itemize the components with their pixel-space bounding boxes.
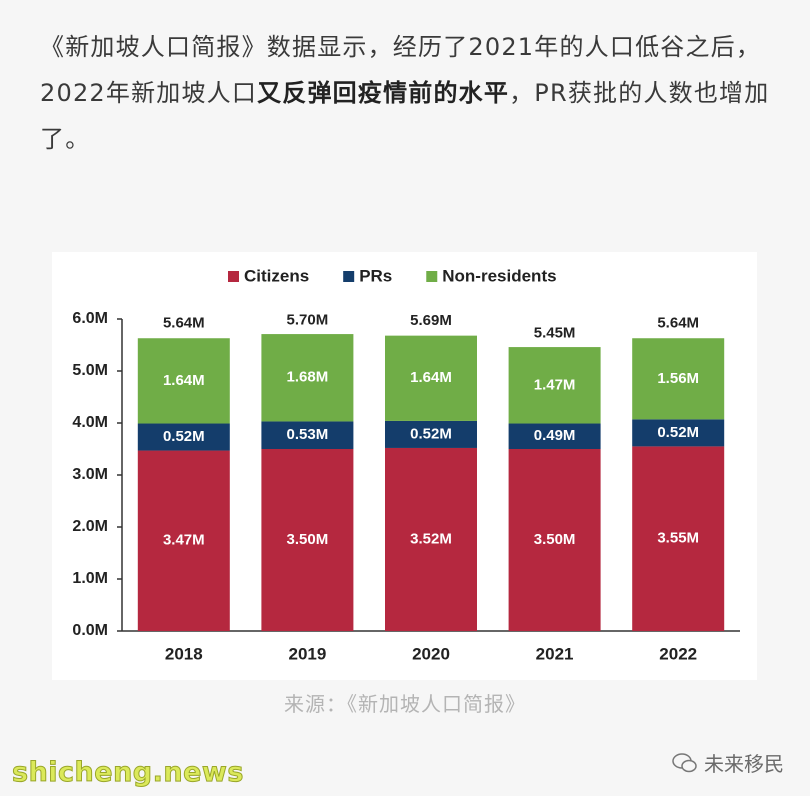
bar-segment — [632, 419, 725, 447]
data-label: 0.52M — [657, 424, 699, 441]
wechat-icon — [672, 752, 697, 772]
bar-segment — [261, 449, 354, 631]
data-label: 3.50M — [287, 531, 329, 548]
legend-swatch — [426, 271, 438, 282]
legend-label: PRs — [359, 266, 392, 285]
bar-segment — [137, 338, 230, 424]
legend-swatch — [228, 271, 239, 282]
y-tick-label: 5.0M — [72, 362, 108, 379]
watermark: shicheng.news — [12, 757, 244, 789]
y-tick-label: 6.0M — [72, 310, 108, 327]
account: 未来移民 — [672, 748, 784, 777]
y-tick-label: 2.0M — [72, 518, 108, 535]
data-label: 3.52M — [410, 530, 452, 547]
total-label: 5.64M — [163, 315, 205, 332]
x-tick-label: 2020 — [412, 644, 450, 663]
legend-swatch — [343, 271, 355, 282]
bar-segment — [261, 421, 354, 449]
data-label: 1.64M — [163, 372, 205, 389]
y-tick-label: 3.0M — [72, 466, 108, 483]
x-tick-label: 2018 — [165, 644, 203, 663]
bar-segment — [632, 338, 725, 420]
total-label: 5.64M — [657, 315, 699, 332]
legend-label: Non-residents — [442, 266, 556, 285]
x-tick-label: 2019 — [288, 644, 326, 663]
data-label: 3.47M — [163, 532, 205, 549]
y-tick-label: 0.0M — [72, 622, 108, 639]
y-tick-label: 4.0M — [72, 414, 108, 431]
bar-segment — [385, 447, 477, 631]
bold-text: 又反弹回疫情前的水平 — [257, 79, 510, 107]
bar-segment — [632, 446, 725, 631]
y-tick-label: 1.0M — [72, 570, 108, 587]
total-label: 5.45M — [534, 325, 576, 342]
bar-segment — [508, 347, 601, 424]
total-label: 5.70M — [287, 312, 329, 329]
data-label: 1.56M — [657, 370, 699, 387]
data-label: 1.64M — [410, 369, 452, 386]
bar-segment — [137, 423, 230, 451]
data-label: 1.47M — [534, 376, 576, 393]
text: 《新加坡人口简报》数据显示，经历了2021年的人口低谷之后， — [40, 33, 762, 61]
caption: 来源：《新加坡人口简报》 — [284, 692, 526, 716]
text: 2022年新加坡人口 — [40, 79, 258, 107]
bar-segment — [385, 335, 477, 421]
article-paragraph: 《新加坡人口简报》数据显示，经历了2021年的人口低谷之后， 2022年新加坡人口… — [40, 24, 776, 162]
bar-segment — [261, 334, 354, 422]
data-label: 0.52M — [410, 425, 452, 442]
bar-segment — [508, 423, 601, 449]
chart: Citizens PRs Non-residents 0.0M 1.0M 2.0M 3.0M… — [72, 266, 740, 663]
legend-label: Citizens — [244, 266, 309, 285]
bar-segment — [508, 449, 601, 631]
data-label: 3.50M — [534, 531, 576, 548]
data-label: 0.52M — [163, 428, 205, 445]
account-name: 未来移民 — [704, 752, 784, 776]
data-label: 3.55M — [657, 530, 699, 547]
data-label: 0.49M — [534, 427, 576, 444]
x-tick-label: 2021 — [536, 644, 574, 663]
total-label: 5.69M — [410, 312, 452, 329]
data-label: 0.53M — [287, 426, 329, 443]
chart-image: Citizens PRs Non-residents 0.0M 1.0M 2.0M 3.0M… — [52, 252, 757, 680]
text: ，PR获批的人数也增加了。 — [40, 79, 770, 153]
bar-segment — [385, 420, 477, 448]
bar-segment — [137, 450, 230, 631]
x-tick-label: 2022 — [659, 644, 697, 663]
data-label: 1.68M — [287, 369, 329, 386]
